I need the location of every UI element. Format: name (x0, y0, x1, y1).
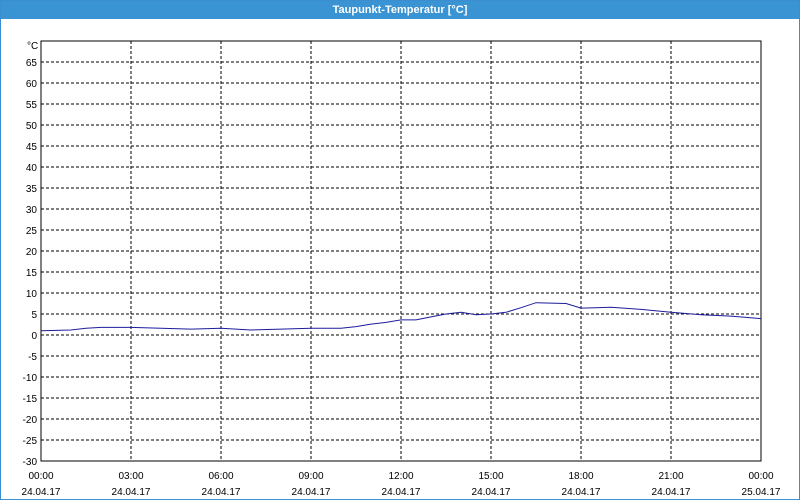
y-tick-label: -25 (23, 436, 38, 447)
y-tick-label: -20 (23, 415, 38, 426)
x-tick-time: 06:00 (208, 471, 233, 482)
x-tick-time: 15:00 (478, 471, 503, 482)
chart-title: Taupunkt-Temperatur [°C] (1, 1, 799, 19)
y-tick-label: -30 (23, 457, 38, 468)
y-axis-unit: °C (27, 41, 38, 52)
x-axis-ticks: 00:00 24.04.17 03:00 24.04.17 06:00 24.04.17 0… (22, 471, 781, 498)
y-tick-label: 10 (26, 289, 38, 300)
x-tick-time: 12:00 (388, 471, 413, 482)
x-tick-time: 00:00 (748, 471, 773, 482)
y-tick-label: 55 (26, 100, 38, 111)
x-tick-time: 18:00 (568, 471, 593, 482)
y-tick-label: 35 (26, 184, 38, 195)
y-tick-label: 40 (26, 163, 38, 174)
grid-lines (41, 41, 761, 461)
y-tick-label: 65 (26, 58, 38, 69)
y-tick-label: 25 (26, 226, 38, 237)
x-tick-date: 24.04.17 (22, 487, 61, 498)
x-tick-date: 24.04.17 (112, 487, 151, 498)
y-tick-label: -10 (23, 373, 38, 384)
x-tick-date: 24.04.17 (292, 487, 331, 498)
x-tick-date: 25.04.17 (742, 487, 781, 498)
plot-frame (40, 40, 762, 462)
x-tick-time: 09:00 (298, 471, 323, 482)
x-tick-time: 21:00 (658, 471, 683, 482)
y-tick-label: 50 (26, 121, 38, 132)
y-tick-label: 15 (26, 268, 38, 279)
y-tick-label: 5 (31, 310, 37, 321)
y-tick-label: -15 (23, 394, 38, 405)
y-tick-label: 20 (26, 247, 38, 258)
x-tick-date: 24.04.17 (382, 487, 421, 498)
y-tick-label: 45 (26, 142, 38, 153)
x-tick-date: 24.04.17 (562, 487, 601, 498)
x-tick-date: 24.04.17 (202, 487, 241, 498)
y-tick-label: 30 (26, 205, 38, 216)
x-tick-time: 03:00 (118, 471, 143, 482)
y-tick-label: 0 (31, 331, 37, 342)
series-line-taupunkt (40, 302, 762, 332)
x-tick-time: 00:00 (28, 471, 53, 482)
x-tick-date: 24.04.17 (652, 487, 691, 498)
y-axis-ticks: 65605550454035302520151050-5-10-15-20-25… (23, 58, 38, 468)
y-tick-label: -5 (28, 352, 37, 363)
y-tick-label: 60 (26, 79, 38, 90)
x-tick-date: 24.04.17 (472, 487, 511, 498)
